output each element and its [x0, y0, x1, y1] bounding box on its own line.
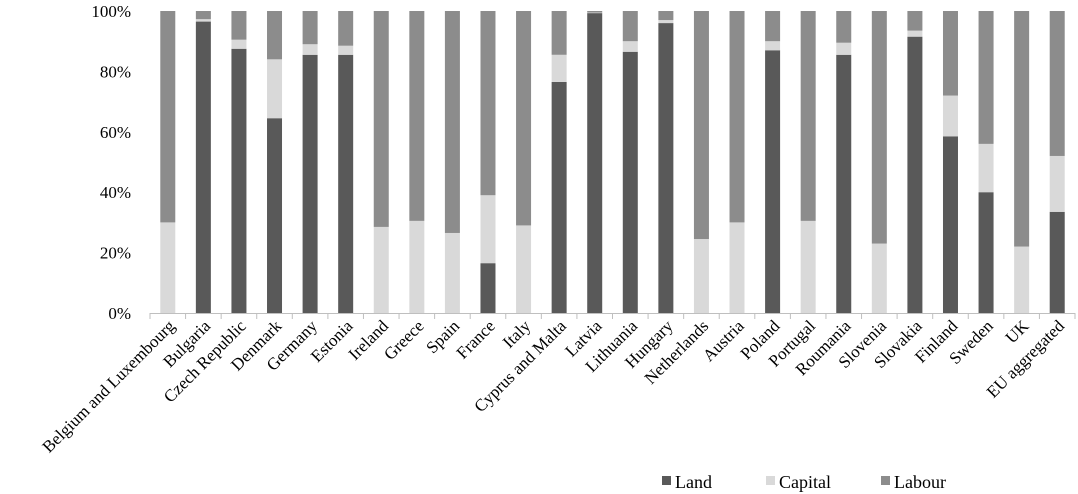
bar-segment-land: [942, 136, 958, 313]
bar-segment-land: [587, 13, 603, 313]
bar-segment-labour: [302, 11, 318, 45]
bar-segment-land: [622, 51, 638, 314]
bar-segment-capital: [658, 20, 674, 24]
bar-segment-capital: [516, 225, 532, 313]
bar-segment-land: [551, 81, 567, 313]
bar-segment-labour: [160, 11, 176, 223]
bar-segment-labour: [693, 11, 709, 240]
bar-segment-capital: [729, 222, 745, 313]
bar-segment-capital: [267, 59, 283, 119]
bar-segment-capital: [871, 243, 887, 313]
bar-segment-land: [302, 54, 318, 313]
bar-segment-capital: [942, 95, 958, 137]
bar-segment-labour: [871, 11, 887, 244]
y-tick-label: 40%: [100, 183, 131, 202]
bar-segment-labour: [587, 11, 603, 13]
bar-segment-capital: [1049, 155, 1065, 212]
bar-segment-land: [267, 118, 283, 314]
bar-segment-labour: [765, 11, 781, 42]
bar-segment-labour: [1014, 11, 1030, 247]
y-tick-label: 20%: [100, 244, 131, 263]
bar-segment-labour: [622, 11, 638, 42]
bar-segment-land: [480, 263, 496, 313]
bar-segment-land: [231, 48, 247, 313]
bar-segment-labour: [1049, 11, 1065, 156]
y-tick-label: 100%: [91, 2, 131, 21]
bar-segment-labour: [195, 11, 211, 20]
bar-segment-labour: [480, 11, 496, 196]
bar-segment-land: [978, 192, 994, 313]
bar-segment-land: [836, 54, 852, 313]
bar-segment-capital: [587, 12, 603, 14]
bar-segment-labour: [942, 11, 958, 96]
bar-segment-labour: [231, 11, 247, 40]
bar-segment-capital: [338, 45, 354, 55]
bar-segment-labour: [658, 11, 674, 21]
bar-segment-capital: [551, 54, 567, 82]
bar-segment-labour: [907, 11, 923, 31]
bar-segment-capital: [800, 220, 816, 313]
legend-label: Labour: [894, 472, 946, 492]
y-tick-label: 0%: [108, 304, 131, 323]
bar-segment-labour: [551, 11, 567, 55]
bar-segment-labour: [978, 11, 994, 144]
bar-segment-labour: [267, 11, 283, 60]
bar-segment-capital: [444, 232, 460, 313]
bar-segment-capital: [1014, 246, 1030, 313]
bar-segment-labour: [338, 11, 354, 46]
bar-segment-capital: [409, 220, 425, 313]
x-tick-label: Belgium and Luxembourg: [39, 316, 179, 456]
bar-segment-capital: [160, 222, 176, 313]
bar-segment-capital: [978, 143, 994, 193]
bar-segment-capital: [302, 44, 318, 55]
bar-segment-labour: [836, 11, 852, 43]
bar-segment-capital: [693, 239, 709, 313]
bar-segment-capital: [907, 30, 923, 37]
bar-segment-land: [195, 21, 211, 313]
x-tick-label: Greece: [380, 316, 427, 363]
bar-segment-land: [907, 36, 923, 314]
bar-segment-capital: [765, 41, 781, 51]
bar-segment-capital: [622, 41, 638, 52]
y-tick-label: 60%: [100, 123, 131, 142]
x-tick-label: France: [453, 316, 499, 362]
legend-label: Capital: [779, 472, 831, 492]
bar-segment-labour: [409, 11, 425, 221]
bar-segment-land: [338, 54, 354, 313]
x-tick-label: Austria: [699, 316, 748, 365]
legend-label: Land: [675, 472, 712, 492]
legend-swatch-capital: [766, 476, 775, 485]
bar-segment-labour: [373, 11, 389, 227]
bar-segment-capital: [373, 226, 389, 313]
bar-segment-labour: [729, 11, 745, 223]
bar-segment-land: [658, 23, 674, 314]
legend-swatch-land: [662, 476, 671, 485]
bar-segment-capital: [480, 195, 496, 264]
bar-segment-capital: [195, 19, 211, 22]
legend-swatch-labour: [881, 476, 890, 485]
bar-segment-land: [1049, 211, 1065, 313]
bar-segment-capital: [231, 39, 247, 49]
y-tick-label: 80%: [100, 62, 131, 81]
bar-segment-labour: [800, 11, 816, 221]
bar-segment-labour: [516, 11, 532, 226]
bar-segment-capital: [836, 42, 852, 55]
bar-segment-labour: [444, 11, 460, 233]
bar-segment-land: [765, 50, 781, 313]
